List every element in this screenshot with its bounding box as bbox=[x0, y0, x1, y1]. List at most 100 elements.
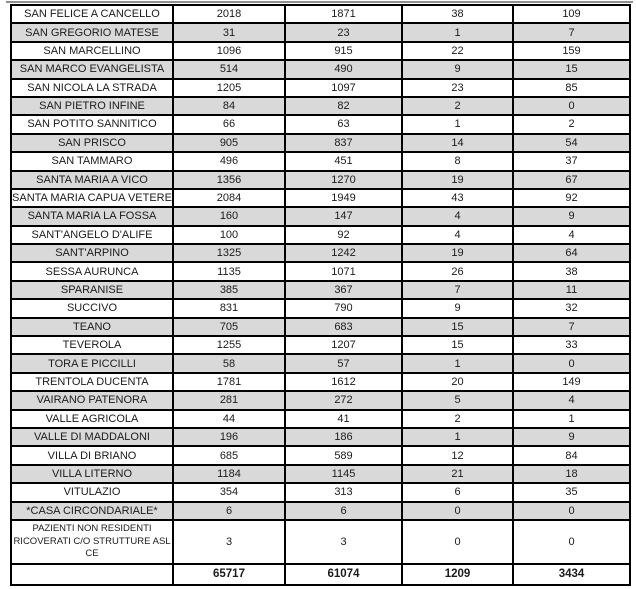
value-cell: 1 bbox=[401, 22, 514, 43]
value-cell: 41 bbox=[284, 408, 403, 430]
value-cell: 43 bbox=[401, 187, 514, 209]
table-row: SAN PRISCO 905 837 14 54 bbox=[10, 132, 631, 154]
value-cell: 514 bbox=[172, 59, 286, 80]
municipality-cell: VITULAZIO bbox=[10, 482, 174, 503]
municipality-cell: TEANO bbox=[10, 316, 174, 338]
value-cell: 23 bbox=[284, 22, 403, 43]
value-cell: 6 bbox=[401, 482, 514, 503]
value-cell: 385 bbox=[172, 279, 286, 301]
value-cell: 1 bbox=[512, 408, 631, 430]
value-cell: 35 bbox=[512, 482, 631, 503]
value-cell: 147 bbox=[284, 206, 403, 227]
value-cell: 109 bbox=[512, 3, 631, 25]
municipality-cell: SAN FELICE A CANCELLO bbox=[10, 3, 174, 25]
value-cell: 5 bbox=[401, 390, 514, 411]
value-cell: 2018 bbox=[172, 3, 286, 25]
value-cell: 37 bbox=[512, 151, 631, 172]
value-cell: 4 bbox=[401, 206, 514, 227]
value-cell: 2 bbox=[512, 114, 631, 135]
total-value-cell: 65717 bbox=[172, 562, 286, 586]
value-cell: 9 bbox=[401, 59, 514, 80]
value-cell: 685 bbox=[172, 445, 286, 466]
total-value-cell: 61074 bbox=[284, 562, 403, 586]
value-cell: 32 bbox=[512, 298, 631, 319]
table-row: SAN NICOLA LA STRADA 1205 1097 23 85 bbox=[10, 77, 631, 98]
value-cell: 82 bbox=[284, 95, 403, 117]
totals-row: 65717 61074 1209 3434 bbox=[10, 562, 631, 586]
municipality-cell: TEVEROLA bbox=[10, 335, 174, 356]
value-cell: 3 bbox=[172, 518, 286, 565]
municipality-cell: VILLA LITERNO bbox=[10, 463, 174, 485]
value-cell: 9 bbox=[512, 426, 631, 448]
value-cell: 6 bbox=[284, 500, 403, 521]
value-cell: 1 bbox=[401, 114, 514, 135]
value-cell: 1781 bbox=[172, 371, 286, 393]
value-cell: 85 bbox=[512, 77, 631, 98]
municipality-cell: TORA E PICCILLI bbox=[10, 353, 174, 374]
municipality-cell: VILLA DI BRIANO bbox=[10, 445, 174, 466]
value-cell: 160 bbox=[172, 206, 286, 227]
table-row: PAZIENTI NON RESIDENTI RICOVERATI C/O STR… bbox=[10, 518, 631, 565]
cropped-row-border bbox=[6, 1, 633, 3]
value-cell: 19 bbox=[401, 243, 514, 264]
municipality-cell: SANT'ANGELO D'ALIFE bbox=[10, 224, 174, 246]
municipality-cell: SANTA MARIA A VICO bbox=[10, 169, 174, 190]
value-cell: 1255 bbox=[172, 335, 286, 356]
value-cell: 281 bbox=[172, 390, 286, 411]
value-cell: 63 bbox=[284, 114, 403, 135]
value-cell: 1096 bbox=[172, 40, 286, 62]
value-cell: 1207 bbox=[284, 335, 403, 356]
municipality-cell-line: PAZIENTI NON RESIDENTI bbox=[32, 523, 152, 535]
municipality-cell: SESSA AURUNCA bbox=[10, 261, 174, 282]
value-cell: 15 bbox=[401, 335, 514, 356]
value-cell: 84 bbox=[512, 445, 631, 466]
value-cell: 149 bbox=[512, 371, 631, 393]
table-row: SANT'ARPINO 1325 1242 19 64 bbox=[10, 243, 631, 264]
value-cell: 11 bbox=[512, 279, 631, 301]
value-cell: 3 bbox=[284, 518, 403, 565]
value-cell: 22 bbox=[401, 40, 514, 62]
value-cell: 831 bbox=[172, 298, 286, 319]
table-row: TEVEROLA 1255 1207 15 33 bbox=[10, 335, 631, 356]
value-cell: 0 bbox=[512, 353, 631, 374]
value-cell: 1270 bbox=[284, 169, 403, 190]
value-cell: 92 bbox=[512, 187, 631, 209]
value-cell: 2 bbox=[401, 95, 514, 117]
table-row: SPARANISE 385 367 7 11 bbox=[10, 279, 631, 301]
value-cell: 38 bbox=[401, 3, 514, 25]
table-row: SANTA MARIA A VICO 1356 1270 19 67 bbox=[10, 169, 631, 190]
value-cell: 64 bbox=[512, 243, 631, 264]
value-cell: 18 bbox=[512, 463, 631, 485]
value-cell: 1325 bbox=[172, 243, 286, 264]
value-cell: 38 bbox=[512, 261, 631, 282]
table-row: SANTA MARIA LA FOSSA 160 147 4 9 bbox=[10, 206, 631, 227]
municipality-cell: SAN TAMMARO bbox=[10, 151, 174, 172]
municipality-cell: VALLE DI MADDALONI bbox=[10, 426, 174, 448]
totals-label-cell bbox=[10, 562, 174, 586]
municipality-cell: SAN GREGORIO MATESE bbox=[10, 22, 174, 43]
value-cell: 272 bbox=[284, 390, 403, 411]
municipality-cell: SAN NICOLA LA STRADA bbox=[10, 77, 174, 98]
value-cell: 915 bbox=[284, 40, 403, 62]
value-cell: 1 bbox=[401, 426, 514, 448]
value-cell: 15 bbox=[401, 316, 514, 338]
value-cell: 66 bbox=[172, 114, 286, 135]
table-row: SANTA MARIA CAPUA VETERE 2084 1949 43 92 bbox=[10, 187, 631, 209]
value-cell: 905 bbox=[172, 132, 286, 154]
table-row: SAN POTITO SANNITICO 66 63 1 2 bbox=[10, 114, 631, 135]
value-cell: 7 bbox=[401, 279, 514, 301]
value-cell: 159 bbox=[512, 40, 631, 62]
table-row: TEANO 705 683 15 7 bbox=[10, 316, 631, 338]
municipality-cell: SAN PRISCO bbox=[10, 132, 174, 154]
value-cell: 20 bbox=[401, 371, 514, 393]
value-cell: 790 bbox=[284, 298, 403, 319]
value-cell: 19 bbox=[401, 169, 514, 190]
value-cell: 683 bbox=[284, 316, 403, 338]
table-row: SAN GREGORIO MATESE 31 23 1 7 bbox=[10, 22, 631, 43]
table-body: SAN FELICE A CANCELLO 2018 1871 38 109 SAN GR… bbox=[10, 3, 631, 586]
value-cell: 8 bbox=[401, 151, 514, 172]
value-cell: 84 bbox=[172, 95, 286, 117]
value-cell: 837 bbox=[284, 132, 403, 154]
value-cell: 1205 bbox=[172, 77, 286, 98]
